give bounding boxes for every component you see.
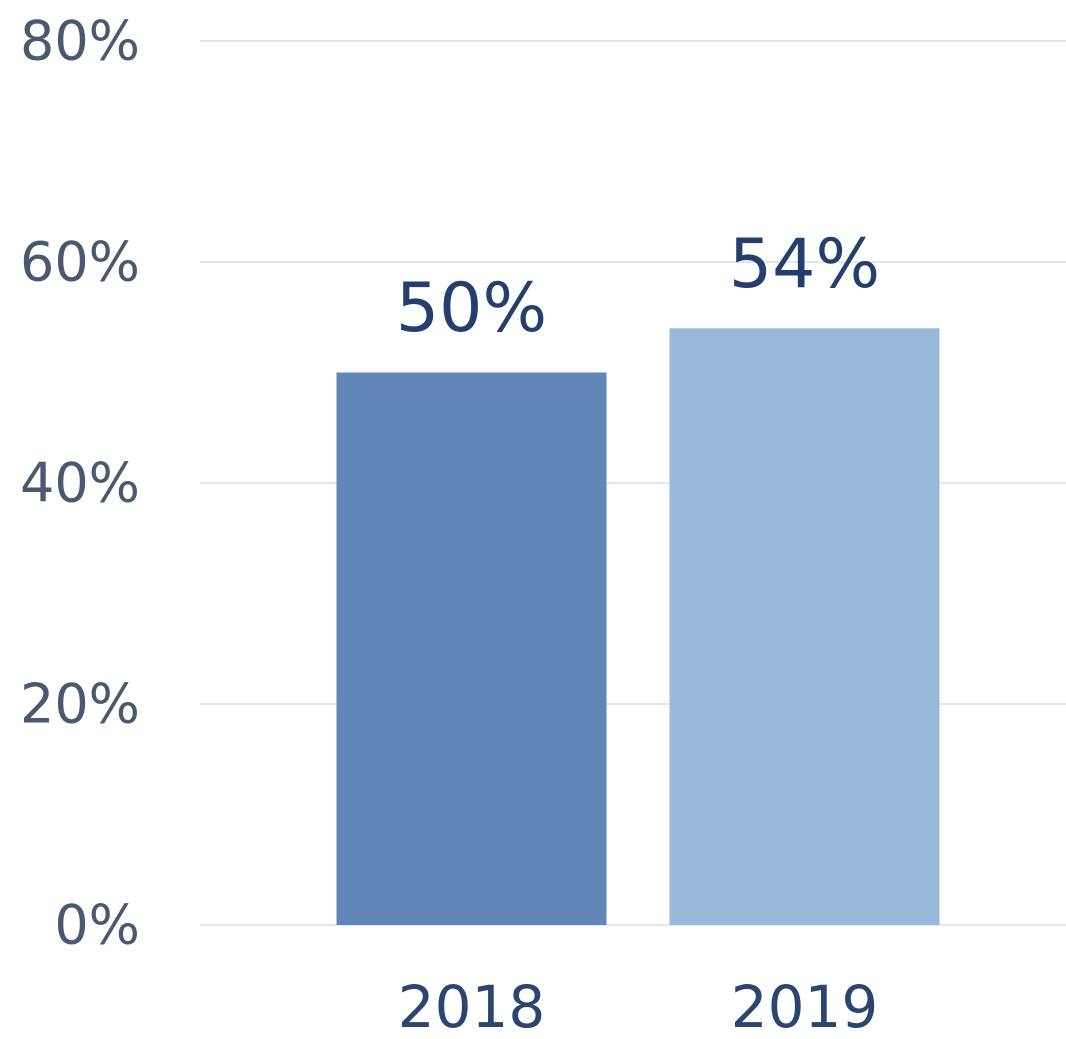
bar — [669, 328, 940, 925]
data-label: 54% — [729, 225, 880, 304]
y-tick-label: 60% — [20, 231, 140, 294]
y-tick-label: 80% — [20, 10, 140, 73]
y-tick-label: 20% — [20, 673, 140, 736]
x-tick-label: 2019 — [731, 973, 879, 1039]
y-tick-label: 40% — [20, 452, 140, 515]
x-tick-label: 2018 — [398, 973, 546, 1039]
data-label: 50% — [396, 269, 547, 348]
bar — [336, 372, 607, 925]
y-tick-label: 0% — [54, 894, 140, 957]
